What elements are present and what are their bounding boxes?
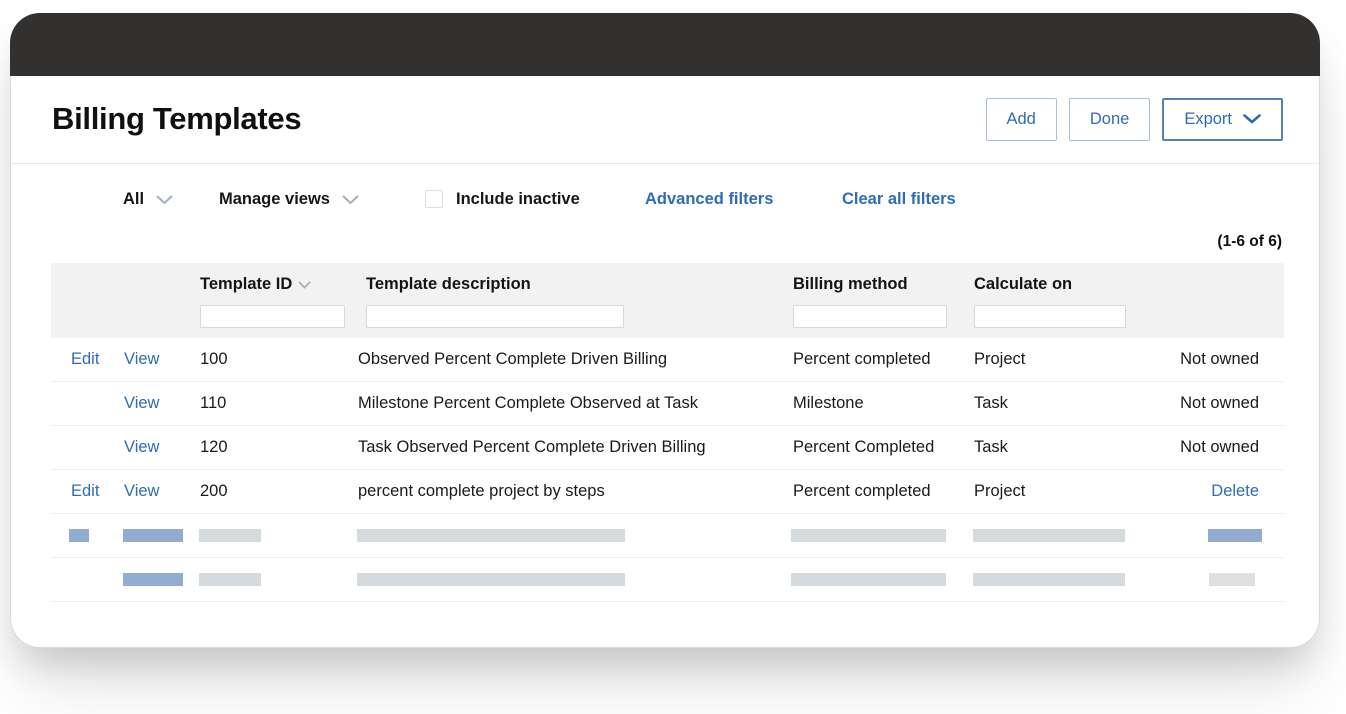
view-link[interactable]: View [124, 394, 160, 412]
template-description-cell: Task Observed Percent Complete Driven Bi… [358, 438, 706, 456]
filter-toolbar: All Manage views Include inactive Advanc… [11, 181, 1319, 217]
skeleton-bar [1208, 529, 1262, 542]
page-header: Billing Templates Add Done Export [11, 76, 1319, 164]
ownership-cell: Not owned [1180, 350, 1259, 368]
billing-method-cell: Milestone [793, 394, 864, 412]
template-id-cell: 110 [200, 394, 227, 412]
pagination-count: (1-6 of 6) [1217, 233, 1282, 250]
skeleton-bar [199, 529, 261, 542]
column-header-calculate-on-label: Calculate on [974, 274, 1073, 293]
skeleton-bar [123, 529, 183, 542]
template-id-cell: 120 [200, 438, 228, 456]
template-description-filter-input[interactable] [366, 305, 624, 328]
view-link[interactable]: View [124, 482, 160, 500]
template-description-cell: percent complete project by steps [358, 482, 605, 500]
export-button-label: Export [1184, 110, 1232, 128]
edit-slot-empty [71, 394, 124, 413]
template-id-cell: 100 [200, 350, 228, 368]
template-id-filter-input[interactable] [200, 305, 345, 328]
ownership-cell: Not owned [1180, 394, 1259, 412]
template-description-cell: Observed Percent Complete Driven Billing [358, 350, 668, 368]
include-inactive-group: Include inactive [425, 181, 580, 217]
skeleton-bar [1209, 573, 1255, 586]
skeleton-bar [69, 529, 89, 542]
billing-method-cell: Percent Completed [793, 438, 935, 456]
chevron-down-icon [342, 190, 359, 209]
column-header-billing-method-label: Billing method [793, 274, 908, 293]
column-header-calculate-on: Calculate on [966, 275, 1156, 294]
skeleton-bar [123, 573, 183, 586]
template-description-cell: Milestone Percent Complete Observed at T… [358, 394, 698, 412]
manage-views-label: Manage views [219, 189, 330, 208]
skeleton-bar [357, 529, 625, 542]
header-buttons: Add Done Export [985, 98, 1283, 141]
skeleton-bar [357, 573, 625, 586]
advanced-filters-link[interactable]: Advanced filters [645, 189, 774, 208]
edit-slot-empty [71, 438, 124, 457]
chevron-down-icon [1243, 110, 1261, 129]
loading-skeleton-row [51, 514, 1284, 558]
view-selector-label: All [123, 189, 145, 208]
column-header-template-description-label: Template description [366, 274, 531, 293]
window-titlebar [10, 13, 1320, 76]
view-link[interactable]: View [124, 350, 160, 368]
table-row: View 110 Milestone Percent Complete Obse… [51, 382, 1284, 426]
column-header-billing-method: Billing method [781, 275, 966, 294]
calculate-on-cell: Task [974, 438, 1008, 456]
chevron-down-icon [156, 190, 173, 209]
app-window: Billing Templates Add Done Export All [10, 13, 1320, 648]
export-button[interactable]: Export [1162, 98, 1283, 141]
calculate-on-cell: Project [974, 482, 1026, 500]
include-inactive-checkbox[interactable] [425, 190, 443, 208]
sort-chevron-icon [298, 275, 311, 294]
edit-link[interactable]: Edit [71, 350, 100, 368]
loading-skeleton-row [51, 558, 1284, 602]
done-button-label: Done [1089, 110, 1130, 128]
column-header-template-description: Template description [356, 275, 781, 294]
table-row: Edit View 100 Observed Percent Complete … [51, 338, 1284, 382]
skeleton-bar [791, 529, 946, 542]
clear-all-filters-link[interactable]: Clear all filters [842, 189, 956, 208]
column-header-template-id[interactable]: Template ID [186, 275, 356, 294]
delete-link[interactable]: Delete [1211, 482, 1259, 500]
billing-method-filter-input[interactable] [793, 305, 947, 328]
billing-method-cell: Percent completed [793, 350, 931, 368]
template-id-cell: 200 [200, 482, 228, 500]
page-title: Billing Templates [52, 101, 302, 136]
skeleton-bar [973, 529, 1125, 542]
table-filter-row [51, 305, 1284, 338]
view-selector-dropdown[interactable]: All [123, 181, 173, 217]
table-row: View 120 Task Observed Percent Complete … [51, 426, 1284, 470]
table-header: Template ID Template description Billing… [51, 263, 1284, 338]
calculate-on-filter-input[interactable] [974, 305, 1126, 328]
include-inactive-label: Include inactive [456, 189, 580, 208]
add-button-label: Add [1006, 110, 1036, 128]
table-header-labels: Template ID Template description Billing… [51, 263, 1284, 305]
done-button[interactable]: Done [1068, 98, 1151, 141]
view-link[interactable]: View [124, 438, 160, 456]
calculate-on-cell: Project [974, 350, 1026, 368]
skeleton-bar [791, 573, 946, 586]
column-header-template-id-label: Template ID [200, 274, 293, 293]
add-button[interactable]: Add [985, 98, 1057, 141]
skeleton-bar [199, 573, 261, 586]
table-row: Edit View 200 percent complete project b… [51, 470, 1284, 514]
skeleton-bar [973, 573, 1125, 586]
edit-link[interactable]: Edit [71, 482, 100, 500]
billing-templates-table: Template ID Template description Billing… [51, 263, 1284, 602]
billing-method-cell: Percent completed [793, 482, 931, 500]
calculate-on-cell: Task [974, 394, 1008, 412]
manage-views-dropdown[interactable]: Manage views [219, 181, 359, 217]
ownership-cell: Not owned [1180, 438, 1259, 456]
